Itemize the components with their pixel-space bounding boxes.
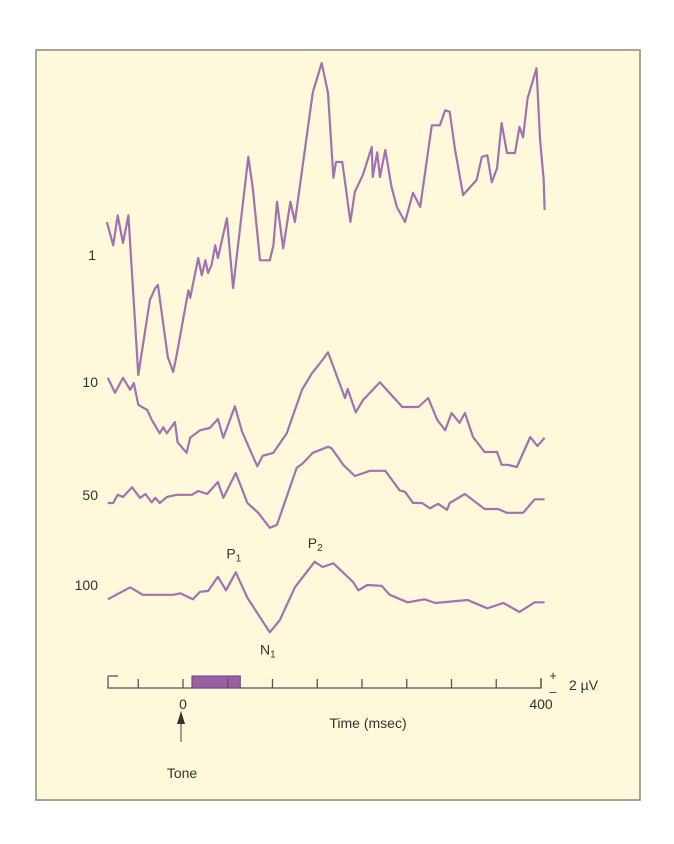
x-tick-label-0: 0: [179, 696, 187, 712]
scale-plus: +: [549, 668, 557, 683]
trace-50-trials: [107, 445, 545, 529]
trace-label-100: 100: [75, 577, 99, 593]
trace-label-50: 50: [82, 487, 98, 503]
x-axis-label: Time (msec): [329, 715, 406, 731]
scale-bar-label: 2 µV: [569, 677, 599, 693]
trace-1-trials: [105, 61, 546, 377]
tone-label: Tone: [167, 765, 198, 781]
trace-100-trials: [107, 560, 545, 634]
figure-frame: [35, 49, 641, 801]
scale-minus: –: [549, 684, 557, 699]
trace-label-10: 10: [82, 374, 98, 390]
x-tick-label-400: 400: [529, 696, 553, 712]
trace-label-1: 1: [88, 247, 96, 263]
trace-10-trials: [106, 351, 546, 469]
tone-arrow: [177, 711, 185, 742]
tone-duration-bar: [191, 675, 241, 689]
